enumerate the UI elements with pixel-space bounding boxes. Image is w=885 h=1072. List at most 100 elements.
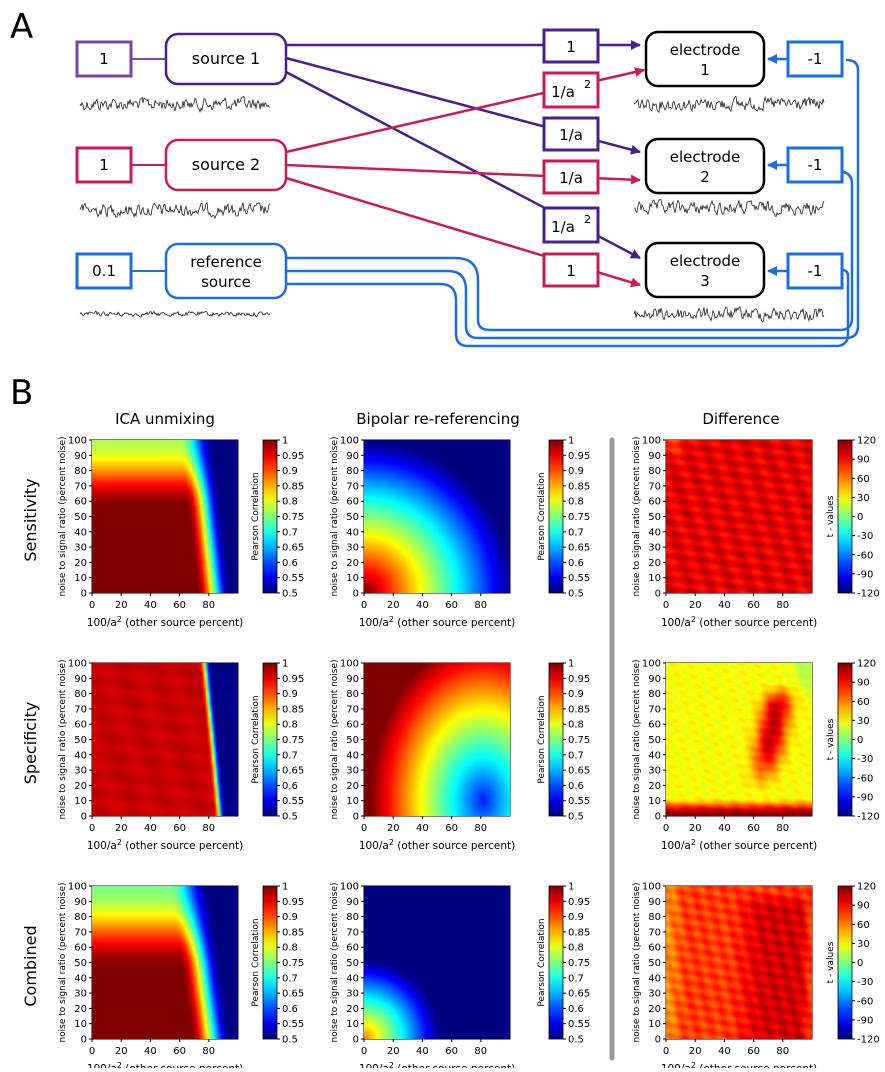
weight-5-sup: 2 xyxy=(584,213,591,226)
y-tick-label: 0 xyxy=(655,1035,661,1046)
y-tick-label: 50 xyxy=(648,735,661,746)
colorbar-tick-label: 0.55 xyxy=(568,796,590,807)
y-tick-label: 50 xyxy=(74,735,87,746)
y-tick-label: 70 xyxy=(346,481,359,492)
colorbar-tick-label: 0.5 xyxy=(282,1035,298,1046)
colorbar-tick-label: 0.95 xyxy=(568,451,590,462)
y-tick-label: 70 xyxy=(346,927,359,938)
y-axis-label: noise to signal ratio (percent noise) xyxy=(330,659,340,819)
row-label-combined: Combined xyxy=(21,925,40,1006)
weight-box-1 xyxy=(542,28,600,64)
x-axis-label: 100/a2 (other source percent) xyxy=(359,838,515,852)
y-tick-label: 90 xyxy=(74,451,87,462)
colorbar-tick-label: 120 xyxy=(857,659,876,670)
x-tick-label: 60 xyxy=(173,1046,186,1057)
colorbar-tick-label: 1 xyxy=(568,659,574,670)
colorbar-label: t - values xyxy=(826,718,836,760)
y-tick-label: 0 xyxy=(81,812,87,823)
column-title-difference: Difference xyxy=(702,410,779,428)
colorbar-tick-label: 0.6 xyxy=(568,781,584,792)
y-tick-label: 50 xyxy=(648,958,661,969)
x-tick-label: 0 xyxy=(361,600,367,611)
y-tick-label: 40 xyxy=(74,527,87,538)
x-tick-label: 80 xyxy=(474,1046,487,1057)
y-tick-label: 50 xyxy=(74,512,87,523)
x-axis-label: 100/a2 (other source percent) xyxy=(359,1061,515,1068)
y-tick-label: 70 xyxy=(648,927,661,938)
x-tick-label: 20 xyxy=(689,1046,702,1057)
y-tick-label: 100 xyxy=(340,882,359,893)
heatmap-panel-4: 0 10 20 30 40 50 60 70 80 90 100 0 20 40 60 80 noise to … xyxy=(330,659,590,853)
electrode2-box xyxy=(644,137,766,195)
heatmap-image-5 xyxy=(666,663,812,816)
colorbar-tick-label: 0.7 xyxy=(568,750,584,761)
heatmap-image-7 xyxy=(364,886,510,1039)
y-tick-label: 90 xyxy=(346,674,359,685)
weight-4: 1/a xyxy=(559,169,583,187)
colorbar-tick-label: 90 xyxy=(857,901,870,912)
y-tick-label: 90 xyxy=(346,451,359,462)
colorbar xyxy=(837,885,853,1040)
y-tick-label: 100 xyxy=(340,436,359,447)
colorbar-tick-label: 0.85 xyxy=(568,704,590,715)
y-tick-label: 0 xyxy=(353,589,359,600)
y-tick-label: 90 xyxy=(346,897,359,908)
y-tick-label: 70 xyxy=(346,704,359,715)
x-tick-label: 40 xyxy=(416,1046,429,1057)
x-tick-label: 0 xyxy=(89,1046,95,1057)
colorbar xyxy=(262,662,278,817)
y-tick-label: 80 xyxy=(346,689,359,700)
electrode3-line2: 3 xyxy=(700,272,710,290)
y-tick-label: 60 xyxy=(648,720,661,731)
colorbar-tick-label: 0.55 xyxy=(282,1019,304,1030)
colorbar-tick-label: 0.55 xyxy=(282,796,304,807)
x-tick-label: 60 xyxy=(445,600,458,611)
y-tick-label: 30 xyxy=(346,766,359,777)
electrode1-line2: 1 xyxy=(700,61,710,79)
colorbar-tick-label: 0.7 xyxy=(568,527,584,538)
y-tick-label: 80 xyxy=(648,912,661,923)
colorbar-tick-label: 0.65 xyxy=(282,989,304,1000)
y-tick-label: 40 xyxy=(648,750,661,761)
ref-weight-2: -1 xyxy=(808,156,823,174)
colorbar-tick-label: 0.8 xyxy=(282,943,298,954)
colorbar-tick-label: 90 xyxy=(857,678,870,689)
colorbar-label: Pearson Correlation xyxy=(537,472,547,560)
y-tick-label: 0 xyxy=(81,589,87,600)
y-tick-label: 0 xyxy=(655,589,661,600)
x-tick-label: 80 xyxy=(202,1046,215,1057)
ref-weight-1: -1 xyxy=(808,50,823,68)
row-label-specificity: Specificity xyxy=(21,702,40,784)
y-tick-label: 10 xyxy=(648,1019,661,1030)
weight-6: 1 xyxy=(566,262,576,280)
colorbar-tick-label: 0.6 xyxy=(282,1004,298,1015)
y-tick-label: 10 xyxy=(346,1019,359,1030)
x-axis-label: 100/a2 (other source percent) xyxy=(87,838,243,852)
y-tick-label: 20 xyxy=(648,558,661,569)
trace-reference xyxy=(79,310,271,318)
electrode3-box xyxy=(644,241,766,299)
y-tick-label: 10 xyxy=(346,796,359,807)
y-tick-label: 100 xyxy=(340,659,359,670)
y-tick-label: 70 xyxy=(648,481,661,492)
heatmap-image-1 xyxy=(364,440,510,593)
gain-source1: 1 xyxy=(99,50,109,68)
colorbar-tick-label: 0.8 xyxy=(282,720,298,731)
y-tick-label: 0 xyxy=(81,1035,87,1046)
y-tick-label: 30 xyxy=(648,543,661,554)
colorbar-tick-label: 0.75 xyxy=(568,958,590,969)
electrode1-box xyxy=(644,30,766,88)
colorbar xyxy=(548,885,564,1040)
colorbar-tick-label: 0.55 xyxy=(568,1019,590,1030)
x-tick-label: 60 xyxy=(445,823,458,834)
y-tick-label: 50 xyxy=(648,512,661,523)
colorbar-label: Pearson Correlation xyxy=(251,695,261,783)
row-label-sensitivity: Sensitivity xyxy=(21,478,40,561)
colorbar-tick-label: 0.65 xyxy=(282,766,304,777)
y-tick-label: 0 xyxy=(655,812,661,823)
y-tick-label: 60 xyxy=(346,720,359,731)
x-axis-label: 100/a2 (other source percent) xyxy=(87,615,243,629)
y-tick-label: 90 xyxy=(74,674,87,685)
y-tick-label: 80 xyxy=(74,689,87,700)
